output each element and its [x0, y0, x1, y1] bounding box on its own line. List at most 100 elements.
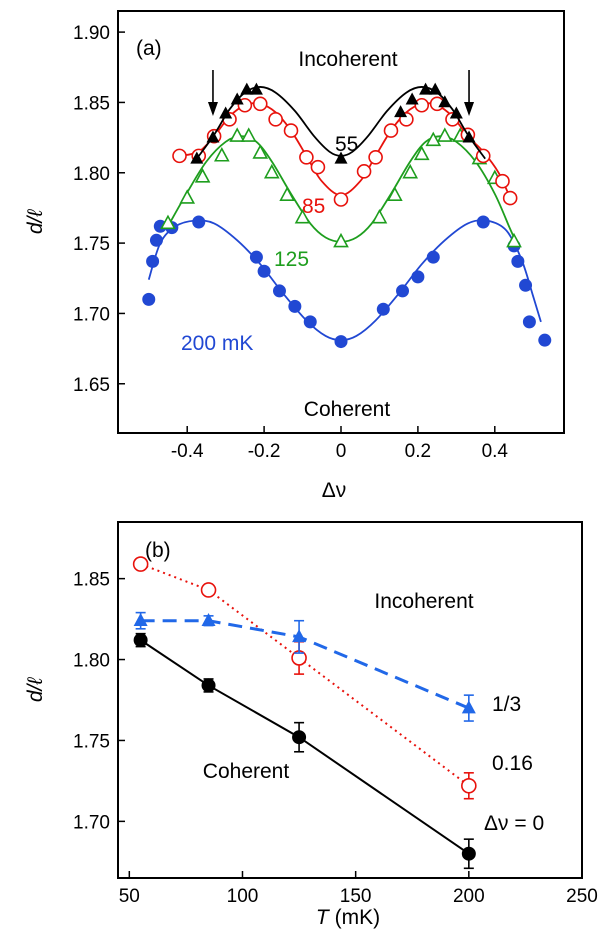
series-85-point: [310, 159, 326, 175]
label-200mk: 200 mK: [181, 332, 253, 355]
panel-b-xlabel: T (mK): [316, 906, 380, 929]
series-55-point: [206, 130, 220, 143]
series-55-point: [394, 105, 408, 118]
panel-a-coherent-label: Coherent: [304, 398, 391, 421]
panel-b-coherent-label: Coherent: [203, 760, 290, 783]
b-series-0-point: [292, 730, 307, 745]
b-series-0-point: [201, 678, 216, 693]
panel-a-xtick-label: 0.4: [482, 441, 509, 462]
series-125-point: [252, 144, 269, 159]
series-85-point: [414, 97, 430, 113]
series-55-point: [190, 151, 204, 164]
series-85-point: [383, 123, 399, 138]
series-125-point: [229, 127, 246, 142]
b-series-2-point: [292, 629, 307, 643]
series-125-point: [263, 163, 280, 179]
label-125: 125: [274, 248, 309, 271]
series-55-point: [219, 106, 233, 119]
panel-b-ytick-label: 1.80: [73, 651, 110, 672]
series-125-point: [179, 189, 196, 204]
panel-a-incoherent-label: Incoherent: [298, 48, 397, 71]
label-55: 55: [335, 133, 358, 156]
arrow-head: [464, 102, 475, 116]
b-series-1-line: [140, 563, 470, 787]
series-85-point: [252, 96, 268, 112]
b-series-0-point: [461, 846, 476, 861]
panel-a-label: (a): [136, 37, 162, 60]
panel-b-xtick-label: 100: [227, 886, 259, 907]
b-series-2-line: [140, 619, 470, 710]
series-55-point: [462, 130, 476, 143]
series-85-point: [502, 190, 518, 206]
series-85-point: [299, 149, 314, 165]
series-125-point: [240, 127, 257, 142]
series-200-mk-point: [142, 292, 156, 306]
panel-b-ytick-label: 1.70: [73, 812, 110, 833]
series-55-point: [334, 151, 348, 164]
series-200-mk-curve: [147, 219, 542, 342]
series-200-mk-point: [192, 215, 206, 229]
panel-a-xtick-label: 0: [336, 441, 347, 462]
series-55-point: [428, 82, 442, 95]
b-series-1-point: [461, 777, 477, 794]
series-85-point: [333, 192, 349, 207]
series-125-point: [436, 127, 453, 142]
series-125-point: [413, 145, 430, 161]
series-125-point: [425, 131, 442, 147]
b-series-2-point: [133, 613, 148, 626]
legend-label-dv0: Δν = 0: [484, 812, 544, 835]
panel-a-ytick-label: 1.80: [73, 164, 110, 185]
series-200-mk-point: [411, 270, 425, 284]
series-85-point: [495, 173, 510, 189]
panel-a-ytick-label: 1.85: [73, 93, 110, 114]
series-55-point: [230, 92, 244, 105]
series-125-point: [333, 232, 349, 248]
b-series-1-point: [200, 582, 217, 598]
series-200-mk-point: [149, 233, 163, 247]
series-55-point: [449, 106, 463, 119]
panel-b-ytick-label: 1.75: [73, 731, 110, 752]
b-series-1-point: [132, 556, 149, 572]
b-series-2-point: [461, 700, 476, 714]
series-200-mk-point: [476, 215, 490, 229]
panel-b-frame: [117, 521, 583, 879]
panel-a-ytick-label: 1.90: [73, 23, 110, 44]
panel-a-xtick-label: -0.4: [171, 441, 204, 462]
b-series-0-point: [133, 633, 148, 648]
panel-a-ytick-label: 1.65: [73, 375, 110, 396]
legend-label-13: 1/3: [492, 693, 521, 716]
arrow-head: [207, 102, 218, 116]
series-200-mk-point: [272, 284, 286, 298]
series-55-point: [405, 92, 419, 105]
series-55-point: [419, 82, 433, 95]
b-series-0-line: [140, 639, 470, 855]
series-200-mk-point: [249, 250, 263, 264]
b-series-2-point: [201, 613, 216, 626]
series-200-mk-point: [146, 254, 160, 268]
series-125-point: [294, 208, 311, 224]
panel-b-xtick-label: 50: [119, 886, 140, 907]
series-125-point: [386, 186, 403, 201]
series-200-mk-point: [426, 250, 440, 264]
panel-a-ylabel: d/ℓ: [24, 209, 47, 235]
panel-b-xtick-label: 200: [453, 886, 485, 907]
series-200-mk-point: [538, 333, 552, 347]
series-200-mk-point: [376, 302, 390, 316]
panel-a-xtick-label: -0.2: [248, 441, 281, 462]
panel-b-xtick-label: 250: [566, 886, 598, 907]
series-125-point: [279, 186, 296, 201]
series-125-point: [506, 232, 522, 248]
series-85-curve: [179, 102, 511, 199]
series-200-mk-point: [522, 315, 536, 329]
panel-b: (b) d/ℓ T (mK) Incoherent Coherent 1/3 0…: [24, 521, 598, 929]
series-200-mk-point: [288, 299, 302, 313]
series-200-mk-point: [511, 254, 525, 268]
series-125-point: [213, 147, 230, 162]
panel-a-ytick-label: 1.75: [73, 234, 110, 255]
series-200-mk-point: [257, 264, 271, 278]
series-200-mk-point: [303, 315, 317, 329]
series-200-mk-point: [334, 335, 348, 349]
series-85-point: [283, 123, 299, 138]
series-125-point: [160, 214, 176, 230]
